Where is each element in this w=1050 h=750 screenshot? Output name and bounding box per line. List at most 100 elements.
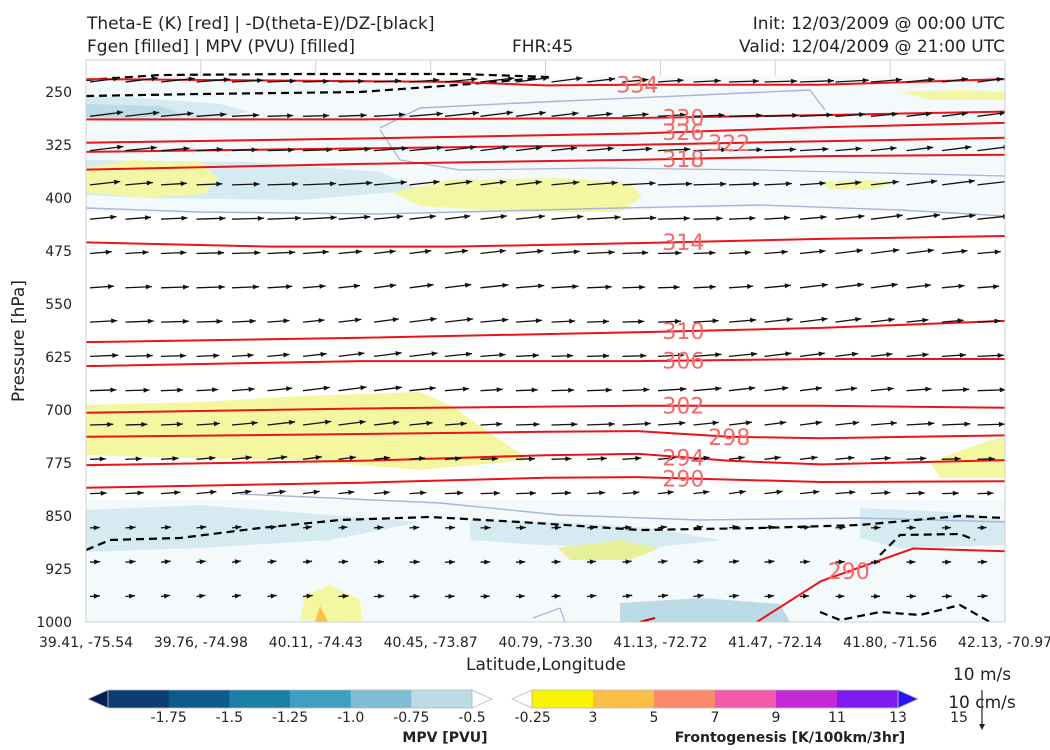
x-tick-label: 40.79, -73.30 [498, 635, 592, 651]
colorbar-swatch [108, 690, 170, 708]
colorbar-tick-label: 11 [828, 710, 846, 726]
wind-vector-head [662, 628, 668, 633]
wind-vector-head [216, 181, 223, 187]
wind-vector-head [703, 489, 710, 495]
wind-vector-head [436, 111, 443, 117]
wind-vector-head [174, 490, 181, 496]
wind-vector-head [786, 317, 793, 323]
wind-vector-head [360, 385, 367, 391]
wind-vector-head [789, 147, 796, 153]
wind-vector-head [181, 215, 188, 221]
y-axis-label: Pressure [hPa] [9, 280, 29, 402]
wind-vector-head [922, 317, 929, 323]
wind-vector-head [176, 421, 183, 427]
colorbar-extension [471, 689, 493, 709]
wind-vector-head [199, 628, 205, 633]
wind-vector-head [895, 77, 902, 83]
wind-vector-head [684, 146, 691, 152]
wind-vector-head [146, 353, 153, 359]
wind-vector-head [785, 351, 792, 357]
wind-vector-head [212, 387, 219, 393]
wind-vector-head [313, 489, 320, 495]
wind-vector-head [270, 593, 277, 599]
wind-vector-head [413, 525, 420, 531]
y-tick-label: 625 [45, 350, 72, 366]
wind-vector-head [611, 180, 618, 186]
wind-vector-head [968, 179, 975, 184]
wind-vector-head [999, 387, 1005, 393]
wind-vector-head [319, 283, 326, 289]
colorbar-tick-label: 7 [711, 710, 720, 726]
wind-vector-head [519, 559, 526, 565]
wind-vector-head [677, 78, 684, 84]
wind-vector-head [607, 146, 614, 152]
wind-vector-head [234, 593, 241, 599]
wind-vector [765, 630, 774, 631]
wind-vector-head [896, 213, 903, 219]
wind-vector-head [499, 352, 506, 358]
wind-vector-head [884, 455, 891, 461]
wind-vector-head [572, 284, 579, 290]
wind-vector-head [720, 181, 727, 187]
wind-vector-head [519, 628, 525, 633]
wind-vector-head [680, 386, 687, 392]
wind-vector-head [392, 317, 399, 323]
wind-vector-head [183, 284, 189, 290]
wind-vector-head [608, 249, 615, 255]
theta-e-label: 326 [662, 121, 704, 146]
y-tick-label: 775 [45, 456, 72, 472]
wind-vector-head [785, 181, 792, 187]
wind-vector-head [460, 421, 467, 427]
wind-vector [90, 630, 99, 631]
wind-vector-head [803, 525, 811, 530]
wind-vector-head [270, 525, 277, 530]
wind-vector-head [145, 284, 152, 290]
wind-vector-head [305, 559, 313, 565]
wind-vector [303, 630, 313, 631]
wind-vector-head [821, 316, 828, 322]
wind-vector-head [838, 559, 845, 565]
wind-vector-head [811, 455, 818, 461]
wind-vector-head [603, 319, 609, 325]
wind-vector-head [502, 317, 509, 323]
wind-vector-head [279, 489, 286, 495]
wind-vector-head [645, 146, 652, 152]
wind-vector-head [855, 180, 862, 186]
colorbar-swatch [837, 690, 899, 708]
wind-vector-head [961, 248, 968, 254]
wind-vector-head [999, 111, 1005, 116]
wind-vector-head [209, 455, 216, 461]
wind-vector-head [820, 214, 827, 220]
theta-e-label: 314 [662, 231, 704, 256]
x-tick-label: 40.45, -73.87 [384, 635, 478, 651]
wind-vector-head [961, 111, 968, 117]
theta-e-label: 318 [662, 148, 704, 173]
wind-vector-head [128, 628, 134, 633]
wind-vector-head [433, 179, 440, 185]
wind-vector-head [113, 76, 120, 82]
wind-vector-head [783, 215, 790, 221]
wind-vector-head [366, 180, 373, 186]
wind-vector-head [457, 490, 464, 496]
wind-vector-head [396, 214, 403, 220]
wind-vector-head [782, 385, 789, 391]
wind-vector-head [389, 249, 396, 255]
wind-vector-head [768, 559, 775, 565]
wind-vector-head [944, 525, 951, 531]
theta-e-contour [86, 452, 1005, 467]
fgen-patch-350-left [86, 160, 218, 198]
wind-vector-head [448, 628, 454, 633]
wind-vector-head [981, 559, 988, 565]
wind-vector-head [213, 353, 220, 359]
wind-vector [339, 630, 349, 631]
colorbar-extension [87, 689, 109, 709]
wind-vector-head [987, 490, 994, 496]
wind-vector-head [909, 525, 916, 531]
init-time: Init: 12/03/2009 @ 00:00 UTC [752, 14, 1005, 34]
wind-vector-head [326, 147, 333, 153]
wind-vector-head [429, 386, 436, 391]
wind-vector-head [745, 420, 752, 426]
wind-vector-head [393, 420, 400, 426]
wind-vector-head [182, 318, 189, 324]
wind-vector-head [420, 490, 427, 496]
